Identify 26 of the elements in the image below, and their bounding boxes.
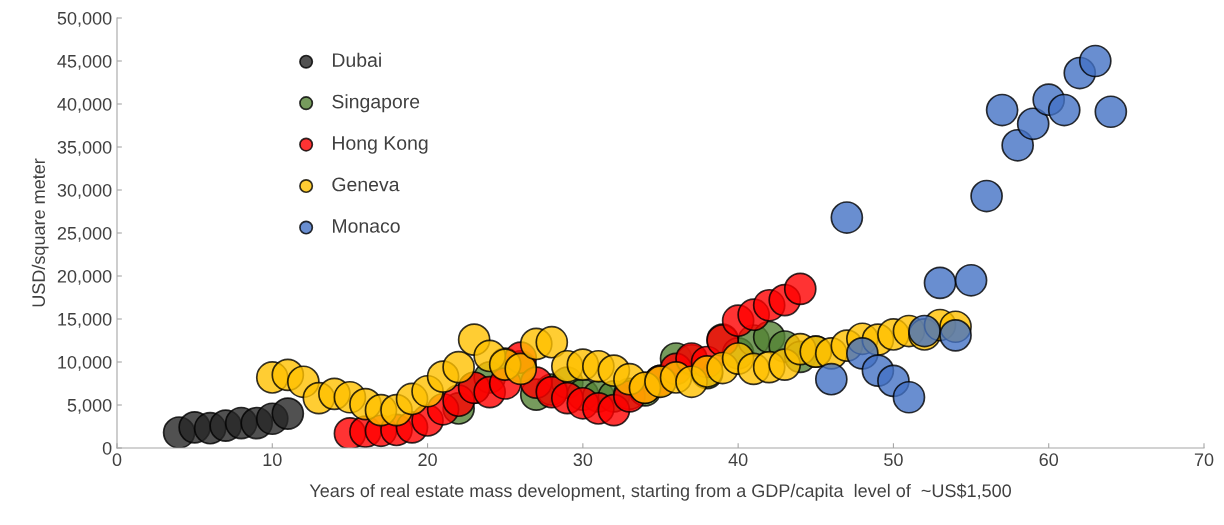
x-tick-label: 50 (884, 453, 903, 467)
legend-label: Geneva (332, 177, 400, 192)
legend-label: Monaco (333, 219, 400, 233)
y-tick-label: 25,000 (57, 226, 112, 242)
x-tick-label: 40 (728, 453, 748, 467)
x-tick-label: 20 (418, 453, 437, 467)
y-tick-label: 40,000 (57, 97, 112, 113)
x-tick-label: 10 (263, 453, 282, 467)
y-tick-label: 5,000 (67, 398, 112, 414)
y-tick-label: 15,000 (58, 312, 112, 328)
y-tick-label: 30,000 (57, 183, 112, 199)
x-tick-label: 0 (112, 453, 122, 467)
x-tick-label: 60 (1039, 453, 1059, 467)
legend-label: Singapore (332, 94, 420, 113)
y-tick-label: 45,000 (57, 54, 112, 70)
y-tick-label: 50,000 (57, 11, 112, 27)
y-tick-label: 20,000 (57, 269, 112, 285)
y-tick-label: 0 (102, 441, 112, 455)
y-tick-label: 35,000 (57, 140, 112, 156)
legend-label: Dubai (333, 52, 381, 67)
y-tick-label: 10,000 (58, 355, 112, 371)
y-axis-title: USD/square meter (31, 158, 49, 307)
legend-label: Hong Kong (333, 136, 428, 154)
x-tick-label: 70 (1194, 453, 1214, 467)
x-axis-title: Years of real estate mass development, starting from a GDP/capita level of ~US$1,500 (309, 483, 1011, 501)
x-tick-label: 30 (573, 453, 593, 467)
